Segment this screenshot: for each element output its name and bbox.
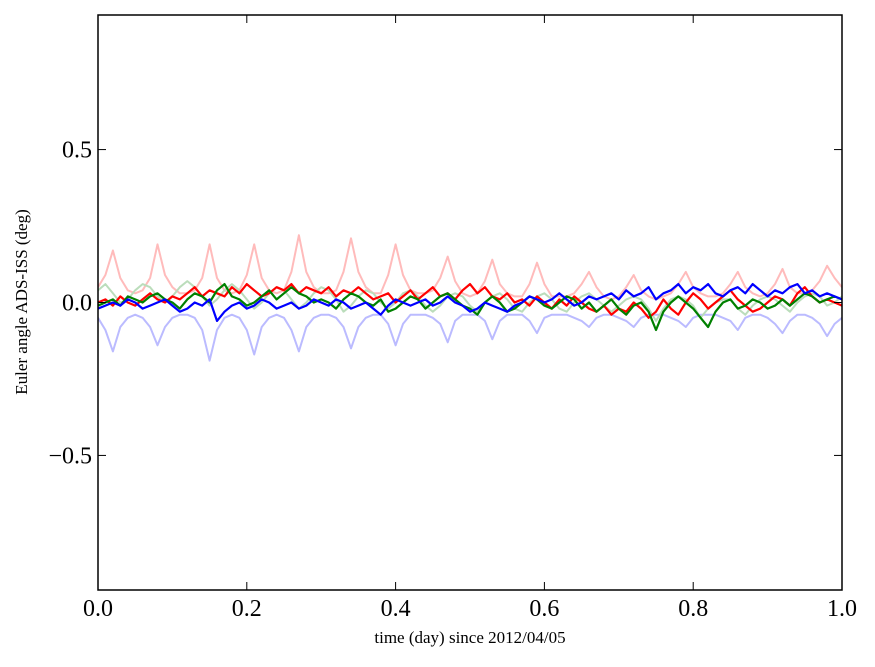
series-layer [98,234,842,362]
y-tick-label: 0.0 [62,291,92,317]
y-axis-label: Euler angle ADS-ISS (deg) [12,209,31,395]
x-tick-label: 0.8 [678,596,708,622]
series-line-blue [98,283,842,322]
series-line-red [98,283,842,319]
y-tick-label: −0.5 [48,443,92,469]
x-axis-label: time (day) since 2012/04/05 [374,628,565,647]
x-tick-label: 0.6 [529,596,559,622]
x-tick-label: 0.4 [381,596,411,622]
x-tick-label: 0.2 [232,596,262,622]
plot-frame [97,14,843,591]
y-tick-label: 0.5 [62,138,92,164]
series-line-green [98,283,842,332]
x-tick-label: 1.0 [827,596,857,622]
x-tick-label: 0.0 [83,596,113,622]
ticks-layer: 0.0 0.2 0.4 0.6 0.8 1.0 0.5 0.0 −0.5 [48,15,857,622]
series-line-pale-blue [98,313,842,362]
